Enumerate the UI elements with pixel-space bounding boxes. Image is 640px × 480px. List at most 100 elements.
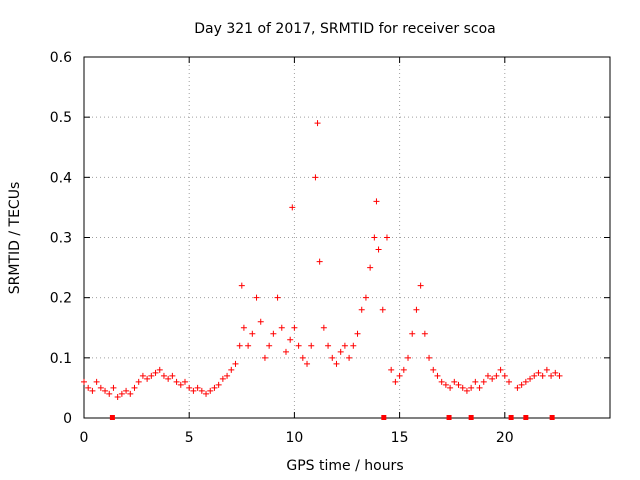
data-point (316, 258, 323, 265)
data-point (173, 378, 180, 385)
bottom-marker (549, 415, 555, 420)
data-point (527, 375, 534, 382)
data-point (358, 306, 365, 313)
chart-title: Day 321 of 2017, SRMTID for receiver sco… (194, 21, 496, 37)
y-tick-label: 0 (63, 411, 72, 427)
bottom-marker (468, 415, 474, 420)
data-point (379, 306, 386, 313)
data-point (245, 342, 252, 349)
data-point (459, 384, 466, 391)
data-point (463, 387, 470, 394)
bottom-marker (523, 415, 529, 420)
data-point (240, 324, 247, 331)
data-point (144, 375, 151, 382)
data-point (426, 354, 433, 361)
data-point (85, 384, 92, 391)
data-point (472, 378, 479, 385)
data-point (312, 174, 319, 181)
data-point (118, 390, 125, 397)
data-point (421, 330, 428, 337)
data-point (89, 387, 96, 394)
x-tick-label: 0 (80, 430, 89, 446)
data-point (181, 378, 188, 385)
y-tick-label: 0.1 (50, 351, 72, 367)
data-point (270, 330, 277, 337)
data-point (282, 348, 289, 355)
data-point (266, 342, 273, 349)
data-point (409, 330, 416, 337)
data-point (131, 384, 138, 391)
y-tick-label: 0.5 (50, 110, 72, 126)
data-point (169, 372, 176, 379)
data-point (451, 378, 458, 385)
data-point (501, 372, 508, 379)
data-point (329, 354, 336, 361)
data-point (207, 387, 214, 394)
bottom-markers (109, 415, 555, 420)
data-point (295, 342, 302, 349)
data-point (123, 387, 130, 394)
data-point (396, 372, 403, 379)
y-tick-label: 0.6 (50, 50, 72, 66)
y-axis-label: SRMTID / TECUs (7, 182, 23, 295)
data-point (548, 372, 555, 379)
data-point (308, 342, 315, 349)
data-point (405, 354, 412, 361)
bottom-marker (109, 415, 115, 420)
data-point (417, 282, 424, 289)
data-point (320, 324, 327, 331)
bottom-marker (381, 415, 387, 420)
data-point (350, 342, 357, 349)
data-point (289, 204, 296, 211)
data-point (468, 384, 475, 391)
data-point (362, 294, 369, 301)
data-point (81, 378, 87, 385)
data-point (497, 366, 504, 373)
data-point (203, 390, 210, 397)
data-point (539, 372, 546, 379)
data-point (253, 294, 260, 301)
data-point (333, 360, 340, 367)
data-point (484, 372, 491, 379)
data-point (135, 378, 142, 385)
data-point (148, 372, 155, 379)
data-point (371, 234, 378, 241)
data-point (367, 264, 374, 271)
x-tick-label: 5 (185, 430, 194, 446)
data-point (375, 246, 382, 253)
data-point (413, 306, 420, 313)
data-point (373, 198, 380, 205)
data-point (287, 336, 294, 343)
x-tick-label: 10 (285, 430, 303, 446)
data-point (228, 366, 235, 373)
x-tick-label: 20 (496, 430, 514, 446)
data-point (274, 294, 281, 301)
data-point (447, 384, 454, 391)
data-point (543, 366, 550, 373)
data-point (249, 330, 256, 337)
x-tick-label: 15 (391, 430, 409, 446)
data-point (211, 384, 218, 391)
data-point (127, 390, 134, 397)
grid-lines (84, 57, 610, 418)
data-point (278, 324, 285, 331)
data-point (430, 366, 437, 373)
data-point (110, 384, 117, 391)
data-point (177, 381, 184, 388)
data-point (224, 372, 231, 379)
x-tick-labels: 0 5 10 15 20 (80, 430, 514, 446)
plot-frame (83, 56, 611, 419)
data-point (383, 234, 390, 241)
data-point (337, 348, 344, 355)
data-point (438, 378, 445, 385)
data-point (325, 342, 332, 349)
data-point (232, 360, 239, 367)
data-point (434, 372, 441, 379)
data-point (476, 384, 483, 391)
data-point (215, 381, 222, 388)
data-point (139, 372, 146, 379)
data-point (442, 381, 449, 388)
data-point (261, 354, 268, 361)
y-tick-label: 0.2 (50, 291, 72, 307)
data-point (114, 393, 121, 400)
